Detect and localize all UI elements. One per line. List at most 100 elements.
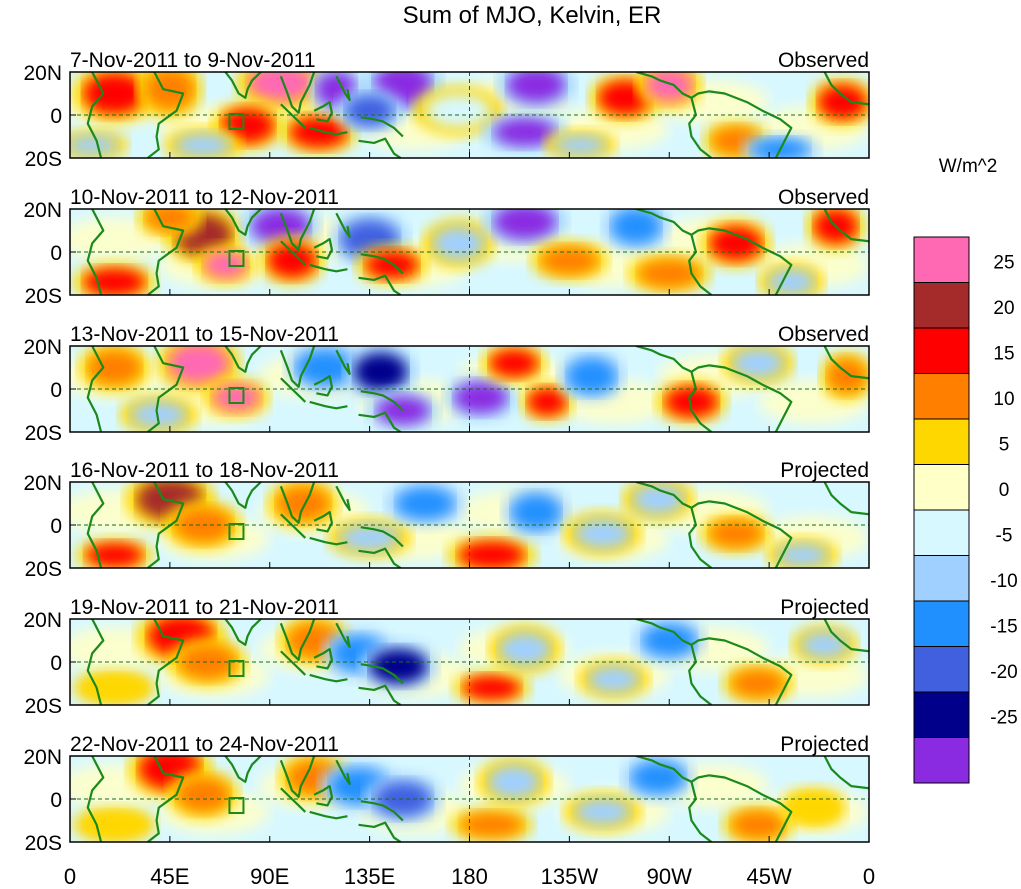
coastline: [147, 346, 185, 432]
coastline: [688, 781, 713, 842]
coastline: [360, 253, 404, 275]
panel-status: Observed: [778, 49, 869, 72]
lon-label: 0: [863, 864, 875, 889]
coastline: [309, 810, 348, 820]
coastline: [823, 756, 869, 790]
anomaly-blob: [498, 632, 552, 667]
anomaly-blob: [645, 72, 694, 102]
coastline: [147, 619, 185, 705]
panel-4: 20N 0 20S 16-Nov-2011 to 18-Nov-2011 Project…: [23, 459, 870, 581]
colorbar-swatch: [913, 691, 970, 738]
anomaly-blob: [425, 93, 492, 128]
coastline: [688, 371, 713, 432]
panel-5: 20N 0 20S 19-Nov-2011 to 21-Nov-2011 Project…: [23, 596, 870, 718]
colorbar-swatch: [913, 464, 970, 511]
panel-6: 20N 0 20S 22-Nov-2011 to 24-Nov-2011 Project…: [23, 733, 870, 855]
coastline: [313, 784, 333, 807]
lat-label: 0: [50, 789, 62, 812]
coastline: [358, 547, 402, 568]
anomaly-blob: [454, 382, 507, 413]
coastline: [360, 663, 404, 685]
lon-label: 135W: [541, 864, 599, 889]
lat-label: 20S: [25, 832, 62, 855]
coastlines: [86, 482, 869, 568]
coastline: [335, 349, 351, 376]
coastline: [194, 756, 262, 783]
coastline: [358, 411, 402, 432]
panel-3: 20N 0 20S 13-Nov-2011 to 15-Nov-2011 Observe…: [23, 323, 870, 445]
lat-label: 20S: [25, 422, 62, 445]
colorbar-swatch: [913, 737, 970, 784]
coastline: [309, 536, 348, 546]
coastline: [280, 103, 307, 129]
coastline: [358, 684, 402, 705]
lat-label: 0: [50, 652, 62, 675]
anomaly-blob: [642, 625, 696, 656]
coastline: [823, 72, 869, 106]
colorbar-tick-label: 15: [993, 344, 1014, 365]
anomaly-blob: [212, 384, 261, 412]
anomaly-blob: [369, 649, 428, 684]
longitude-axis: 0 45E 90E 135E 180 135W 90W 45W 0: [64, 864, 875, 889]
coastline: [280, 650, 307, 676]
coastline: [279, 756, 316, 798]
coastline: [194, 482, 262, 509]
colorbar: 25 20 15 10 5 0 -5 -10 -15 -20 -25: [913, 236, 1018, 784]
coastlines: [86, 209, 869, 295]
coastline: [194, 72, 262, 99]
anomaly-blob: [800, 631, 849, 659]
lat-label: 20S: [25, 695, 62, 718]
coastline: [635, 619, 793, 705]
colorbar-tick-label: -5: [996, 526, 1013, 547]
colorbar-swatch: [913, 509, 970, 556]
reference-box: [228, 250, 245, 267]
colorbar-swatch: [913, 555, 970, 602]
coastline: [823, 209, 869, 243]
coastline: [279, 72, 316, 114]
coastline: [147, 209, 185, 295]
colorbar-tick-label: -10: [990, 571, 1017, 592]
anomaly-blob: [458, 541, 525, 568]
colorbar-tick-label: -15: [990, 617, 1017, 638]
anomaly-blob: [574, 798, 632, 826]
anomaly-blob: [827, 359, 867, 394]
coastline: [279, 482, 316, 524]
anomaly-blob: [396, 488, 454, 519]
anomaly-blob: [631, 762, 685, 793]
anomaly-blob: [338, 524, 401, 552]
colorbar-units: W/m^2: [939, 156, 998, 177]
coastline: [147, 756, 185, 842]
anomaly-blob: [818, 85, 867, 120]
coastlines: [86, 756, 869, 842]
lat-label: 20S: [25, 558, 62, 581]
lat-label: 20N: [23, 199, 62, 222]
lat-label: 0: [50, 515, 62, 538]
olr-anomaly-field: [70, 209, 869, 295]
anomaly-blob: [489, 349, 539, 377]
anomaly-blob: [631, 483, 685, 515]
colorbar-tick-label: 25: [993, 253, 1014, 274]
anomaly-blob: [460, 812, 523, 837]
anomaly-blob: [574, 518, 632, 549]
coastlines: [86, 619, 869, 705]
panel-status: Projected: [780, 733, 869, 756]
coastline: [335, 759, 351, 786]
coastline: [688, 507, 713, 568]
coastline: [309, 126, 348, 136]
anomaly-blob: [767, 268, 816, 295]
anomaly-blob: [252, 209, 310, 244]
lon-label: 90E: [250, 864, 289, 889]
lat-label: 20S: [25, 148, 62, 171]
colorbar-tick-label: 0: [999, 480, 1010, 501]
olr-anomaly-field: [70, 619, 869, 705]
panel-status: Projected: [780, 596, 869, 619]
anomaly-blob: [70, 134, 119, 156]
panel-1: 20N 0 20S 7-Nov-2011 to 9-Nov-2011 Observed: [23, 49, 870, 171]
anomaly-blob: [494, 209, 556, 239]
panel-date-range: 7-Nov-2011 to 9-Nov-2011: [70, 49, 316, 72]
coastline: [86, 72, 105, 158]
anomaly-blob: [567, 359, 616, 394]
anomaly-blob: [789, 794, 838, 822]
anomaly-blob: [776, 543, 829, 567]
anomaly-blob: [296, 350, 354, 385]
